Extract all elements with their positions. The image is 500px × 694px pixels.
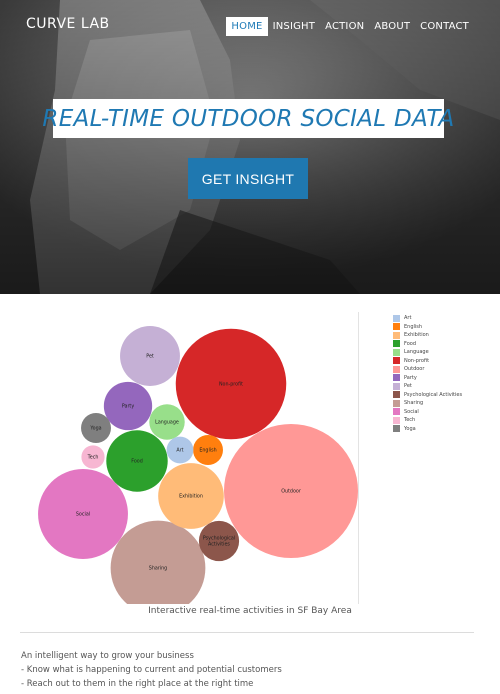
legend-label: Outdoor: [404, 366, 425, 373]
bubble[interactable]: [193, 435, 223, 465]
legend-label: English: [404, 323, 423, 330]
intro-bullet: - Know what is happening to current and …: [21, 665, 282, 675]
nav-insight[interactable]: INSIGHT: [272, 21, 316, 32]
legend-swatch: [393, 331, 400, 339]
bubble-chart: Outdoor Non-profit Social Sharing Exhibition…: [38, 326, 358, 604]
bubble-label: Social: [76, 512, 90, 518]
legend-swatch: [393, 348, 400, 356]
bubble-label: Pet: [146, 354, 154, 360]
legend-item: Psychological Activities: [393, 391, 462, 400]
bubble[interactable]: [158, 463, 224, 529]
intro-text: An intelligent way to grow your business…: [21, 649, 282, 691]
legend-label: Non-profit: [404, 357, 430, 364]
legend-swatch: [393, 374, 400, 382]
bubble[interactable]: [175, 328, 287, 440]
legend-label: Party: [404, 374, 417, 381]
bubble-label: Art: [176, 448, 183, 454]
legend-swatch: [393, 391, 400, 399]
legend-swatch: [393, 340, 400, 348]
hero-banner: CURVE LAB HOME INSIGHT ACTION ABOUT CONT…: [0, 0, 500, 294]
legend-label: Yoga: [404, 425, 416, 432]
legend-item: Art: [393, 314, 462, 323]
legend-item: Party: [393, 374, 462, 383]
bubble-label: Psychological: [203, 536, 235, 542]
chart-caption: Interactive real-time activities in SF B…: [148, 606, 352, 616]
chart-legend: Art English Exhibition Food Language Non-prof…: [393, 314, 462, 433]
legend-swatch: [393, 357, 400, 365]
legend-label: Art: [404, 315, 412, 322]
legend-swatch: [393, 323, 400, 331]
legend-label: Sharing: [404, 400, 424, 407]
hero-headline: REAL-TIME OUTDOOR SOCIAL DATA: [42, 99, 454, 138]
legend-swatch: [393, 408, 400, 416]
legend-item: Outdoor: [393, 365, 462, 374]
legend-item: Food: [393, 340, 462, 349]
bubble-label: Yoga: [89, 426, 101, 432]
legend-swatch: [393, 382, 400, 390]
bubble-chart-section: Outdoor Non-profit Social Sharing Exhibition…: [0, 294, 500, 624]
bubble[interactable]: [81, 445, 105, 469]
bubble[interactable]: [198, 520, 240, 562]
chart-divider: [358, 312, 359, 604]
bubble[interactable]: [81, 413, 111, 443]
nav-action[interactable]: ACTION: [325, 21, 365, 32]
nav-contact[interactable]: CONTACT: [420, 21, 469, 32]
bubble[interactable]: [110, 520, 206, 604]
bubble-label: English: [199, 448, 216, 454]
legend-swatch: [393, 399, 400, 407]
intro-title: An intelligent way to grow your business: [21, 651, 194, 661]
hero-background-image: [0, 0, 500, 294]
bubble[interactable]: [38, 469, 128, 559]
bubble[interactable]: [120, 326, 180, 386]
legend-swatch: [393, 425, 400, 433]
section-divider: [20, 632, 474, 633]
bubble-label: Language: [155, 420, 179, 426]
legend-label: Social: [404, 408, 419, 415]
brand-logo[interactable]: CURVE LAB: [26, 16, 110, 32]
bubble-label: Non-profit: [219, 382, 243, 388]
legend-item: Social: [393, 408, 462, 417]
legend-item: Tech: [393, 416, 462, 425]
legend-label: Pet: [404, 383, 412, 390]
bubble-label: Food: [131, 459, 143, 465]
legend-label: Language: [404, 349, 429, 356]
main-nav: HOME INSIGHT ACTION ABOUT CONTACT: [226, 17, 474, 36]
legend-label: Exhibition: [404, 332, 429, 339]
legend-swatch: [393, 416, 400, 424]
legend-item: Exhibition: [393, 331, 462, 340]
legend-label: Food: [404, 340, 416, 347]
hero-headline-text: REAL-TIME OUTDOOR SOCIAL DATA: [42, 105, 455, 132]
legend-item: Pet: [393, 382, 462, 391]
intro-bullet: - Reach out to them in the right place a…: [21, 679, 254, 689]
get-insight-button[interactable]: GET INSIGHT: [188, 158, 308, 199]
bubble-label: Sharing: [149, 566, 167, 572]
bubble[interactable]: [103, 381, 153, 431]
legend-item: Yoga: [393, 425, 462, 434]
legend-item: Sharing: [393, 399, 462, 408]
bubble-label: Exhibition: [179, 494, 203, 500]
legend-item: Non-profit: [393, 357, 462, 366]
legend-label: Tech: [404, 417, 416, 424]
bubble-label: Tech: [87, 455, 99, 461]
nav-about[interactable]: ABOUT: [374, 21, 411, 32]
bubble-label: Outdoor: [281, 489, 301, 495]
legend-item: English: [393, 323, 462, 332]
bubble[interactable]: [166, 436, 194, 464]
bubble[interactable]: [224, 424, 358, 558]
bubble-label: Party: [122, 404, 134, 410]
bubble[interactable]: [149, 404, 185, 440]
legend-label: Psychological Activities: [404, 391, 463, 398]
legend-swatch: [393, 314, 400, 322]
nav-home[interactable]: HOME: [226, 17, 268, 36]
bubble-label: Activities: [208, 542, 230, 548]
bubble[interactable]: [106, 430, 168, 492]
legend-item: Language: [393, 348, 462, 357]
legend-swatch: [393, 365, 400, 373]
